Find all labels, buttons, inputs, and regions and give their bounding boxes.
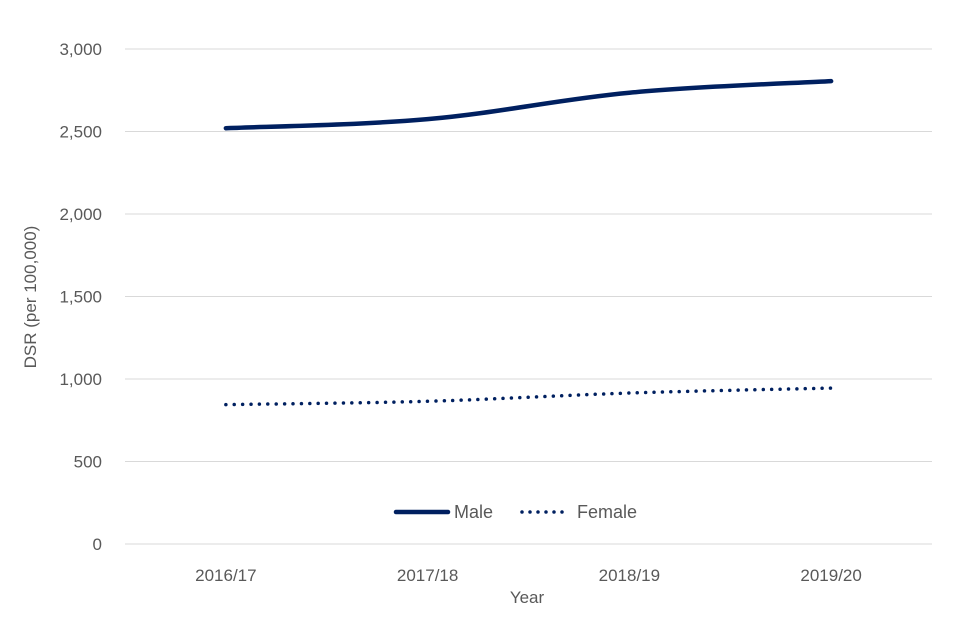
x-tick-label: 2016/17 [195, 566, 256, 585]
y-tick-label: 500 [74, 453, 102, 472]
legend-label-female: Female [577, 502, 637, 522]
y-tick-label: 1,500 [59, 288, 102, 307]
legend-label-male: Male [454, 502, 493, 522]
gridlines [125, 48, 932, 545]
x-tick-label: 2017/18 [397, 566, 458, 585]
y-axis-title: DSR (per 100,000) [21, 226, 40, 369]
x-axis-title: Year [510, 588, 545, 607]
y-tick-label: 3,000 [59, 40, 102, 59]
series-lines [223, 78, 834, 407]
y-tick-label: 2,000 [59, 205, 102, 224]
series-line-female [224, 386, 833, 407]
legend: Male Female [393, 502, 637, 522]
x-axis-tick-labels: 2016/17 2017/18 2018/19 2019/20 [195, 566, 862, 585]
series-line-male [223, 78, 834, 131]
y-tick-label: 2,500 [59, 123, 102, 142]
y-tick-label: 1,000 [59, 370, 102, 389]
x-tick-label: 2019/20 [800, 566, 861, 585]
x-tick-label: 2018/19 [599, 566, 660, 585]
y-axis-tick-labels: 0 500 1,000 1,500 2,000 2,500 3,000 [59, 40, 102, 554]
y-tick-label: 0 [93, 535, 102, 554]
